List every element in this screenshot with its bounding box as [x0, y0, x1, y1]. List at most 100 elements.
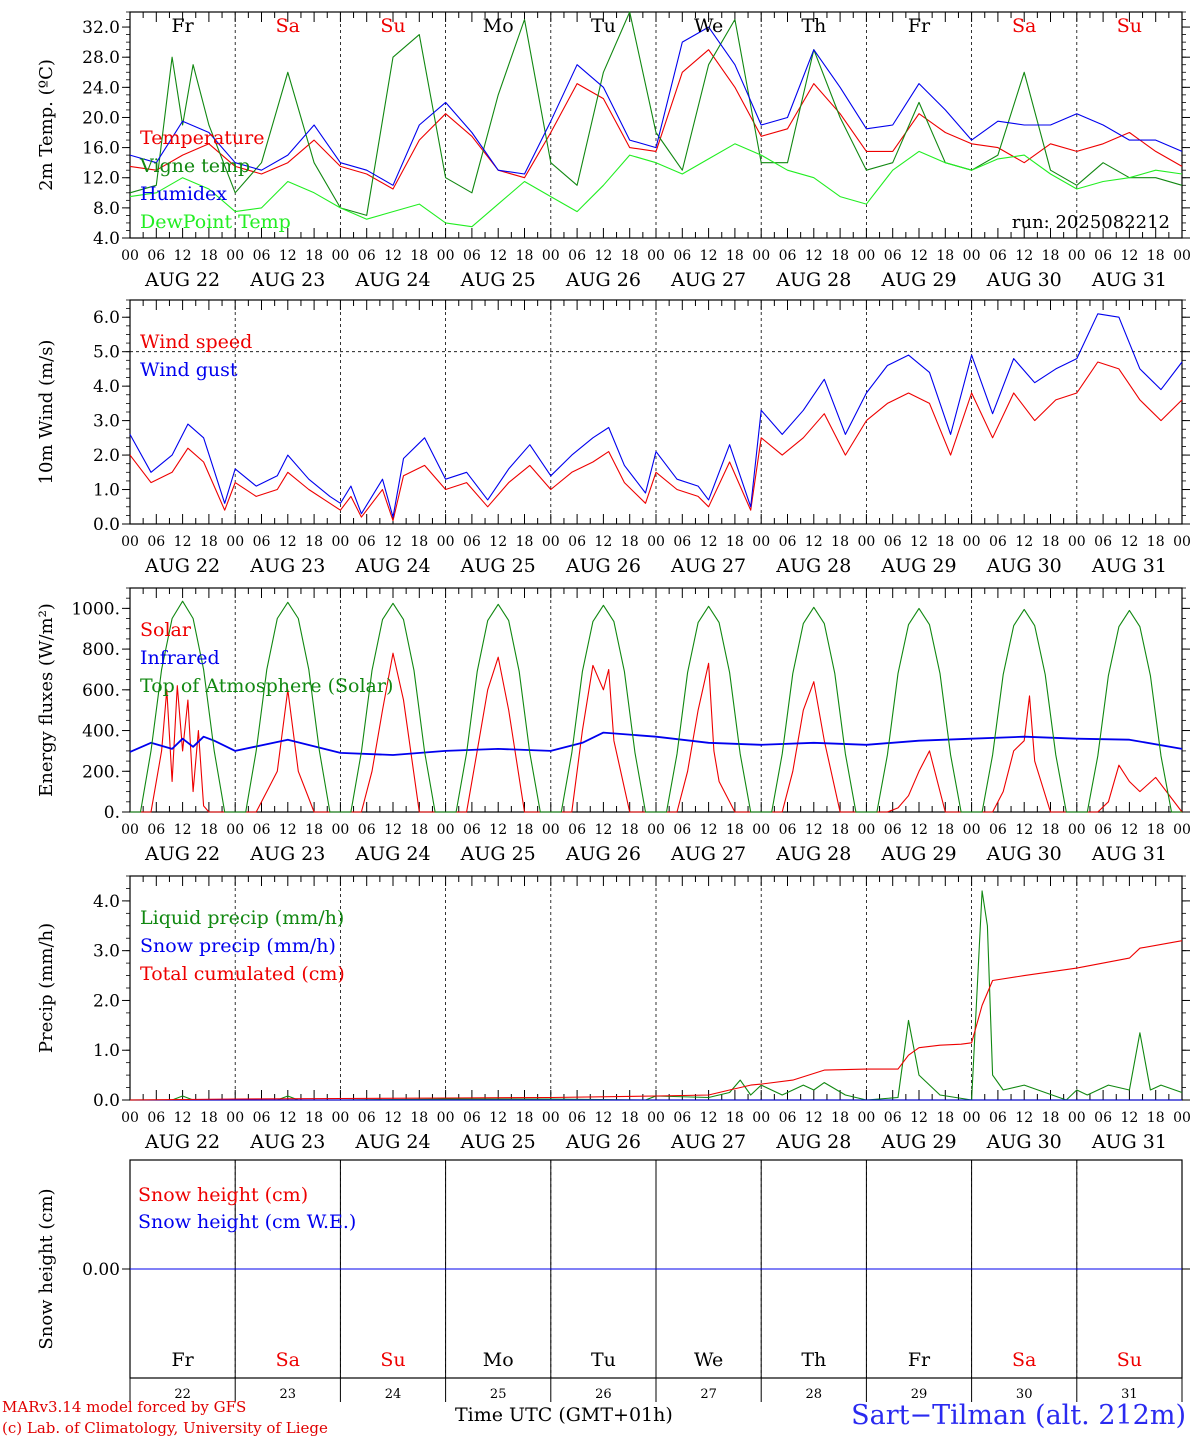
run-annotation: run: 2025082212 [1012, 212, 1170, 233]
hour-label: 12 [700, 534, 718, 550]
hour-label: 06 [779, 1110, 797, 1126]
lab-credit: (c) Lab. of Climatology, University of L… [2, 1419, 328, 1437]
hour-label: 12 [279, 248, 297, 264]
hour-label: 00 [647, 1110, 665, 1126]
legend-entry: Temperature [140, 127, 264, 149]
hour-label: 00 [121, 822, 139, 838]
hour-label: 00 [121, 534, 139, 550]
hour-label: 06 [147, 248, 165, 264]
hour-label: 12 [489, 822, 507, 838]
hour-label: 00 [1068, 248, 1086, 264]
hour-label: 12 [1015, 534, 1033, 550]
hour-label: 18 [305, 534, 323, 550]
hour-label: 06 [253, 248, 271, 264]
y-tick-label: 0.0 [93, 515, 120, 535]
series-line-1 [129, 49, 1183, 190]
hour-label: 18 [410, 248, 428, 264]
legend-entry: Total cumulated (cm) [140, 963, 345, 985]
weekday-label: Th [801, 15, 826, 37]
hour-label: 06 [989, 1110, 1007, 1126]
date-label: AUG 31 [1091, 843, 1167, 865]
weekday-label: Tu [591, 1349, 616, 1371]
day-number-label: 24 [385, 1387, 402, 1402]
hour-label: 18 [1042, 1110, 1060, 1126]
hour-label: 00 [542, 822, 560, 838]
hour-label: 00 [752, 822, 770, 838]
hour-label: 00 [121, 248, 139, 264]
hour-label: 12 [384, 822, 402, 838]
hour-label: 18 [726, 822, 744, 838]
hour-label: 12 [174, 248, 192, 264]
hour-label: 00 [226, 534, 244, 550]
hour-label: 18 [936, 822, 954, 838]
day-number-label: 26 [595, 1387, 612, 1402]
hour-label: 06 [989, 248, 1007, 264]
hour-label: 06 [568, 1110, 586, 1126]
y-tick-label: 5.0 [93, 343, 120, 363]
hour-label: 06 [463, 1110, 481, 1126]
hour-label: 18 [516, 822, 534, 838]
y-tick-label: 8.0 [93, 199, 120, 219]
hour-label: 00 [437, 1110, 455, 1126]
hour-label: 06 [989, 534, 1007, 550]
hour-label: 06 [568, 248, 586, 264]
hour-label: 06 [989, 822, 1007, 838]
hour-label: 06 [673, 248, 691, 264]
y-tick-label: 24.0 [82, 78, 120, 98]
weekday-label: We [694, 1349, 723, 1371]
date-label: AUG 27 [670, 555, 746, 577]
panel-3 [122, 587, 1190, 813]
y-tick-label: 0. [104, 803, 120, 823]
date-label: AUG 29 [880, 555, 956, 577]
legend-entry: Solar [140, 619, 192, 641]
y-tick-label: 2.0 [93, 446, 120, 466]
y-axis-label: Energy fluxes (W/m²) [36, 603, 57, 797]
legend-entry: Vigne temp [139, 155, 250, 177]
hour-label: 00 [647, 534, 665, 550]
hour-label: 18 [410, 1110, 428, 1126]
hour-label: 00 [647, 248, 665, 264]
hour-label: 18 [621, 822, 639, 838]
weekday-label: Su [380, 15, 405, 37]
hour-label: 00 [857, 822, 875, 838]
hour-label: 00 [437, 248, 455, 264]
hour-label: 06 [673, 1110, 691, 1126]
hour-label: 18 [621, 534, 639, 550]
station-name: Sart−Tilman (alt. 212m) [851, 1400, 1186, 1431]
date-label: AUG 25 [460, 555, 536, 577]
date-label: AUG 23 [249, 843, 325, 865]
hour-label: 18 [936, 248, 954, 264]
date-label: AUG 23 [249, 269, 325, 291]
weekday-label: Fr [908, 1349, 931, 1371]
hour-label: 18 [305, 248, 323, 264]
hour-label: 12 [279, 822, 297, 838]
hour-label: 06 [779, 822, 797, 838]
hour-label: 18 [831, 534, 849, 550]
day-number-label: 25 [490, 1387, 507, 1402]
date-label: AUG 30 [986, 1131, 1062, 1153]
y-tick-label: 600. [82, 681, 120, 701]
hour-label: 12 [594, 534, 612, 550]
y-axis-label: Precip (mm/h) [36, 923, 57, 1053]
series-line-3 [129, 940, 1183, 1101]
hour-label: 18 [200, 248, 218, 264]
series-line-3 [130, 600, 1182, 813]
hour-label: 00 [857, 534, 875, 550]
y-tick-label: 28.0 [82, 48, 120, 68]
weekday-label: Mo [483, 1349, 514, 1371]
date-label: AUG 28 [775, 269, 851, 291]
hour-label: 12 [174, 534, 192, 550]
day-number-label: 22 [174, 1387, 191, 1402]
weekday-label: Sa [1012, 1349, 1036, 1371]
hour-label: 06 [253, 1110, 271, 1126]
date-label: AUG 22 [144, 555, 220, 577]
hour-label: 00 [1068, 822, 1086, 838]
date-label: AUG 30 [986, 269, 1062, 291]
date-label: AUG 29 [880, 843, 956, 865]
weekday-label: We [694, 15, 723, 37]
hour-label: 18 [200, 822, 218, 838]
legend-entry: Infrared [140, 647, 220, 669]
hour-label: 06 [147, 534, 165, 550]
hour-label: 00 [752, 1110, 770, 1126]
hour-label: 12 [279, 1110, 297, 1126]
